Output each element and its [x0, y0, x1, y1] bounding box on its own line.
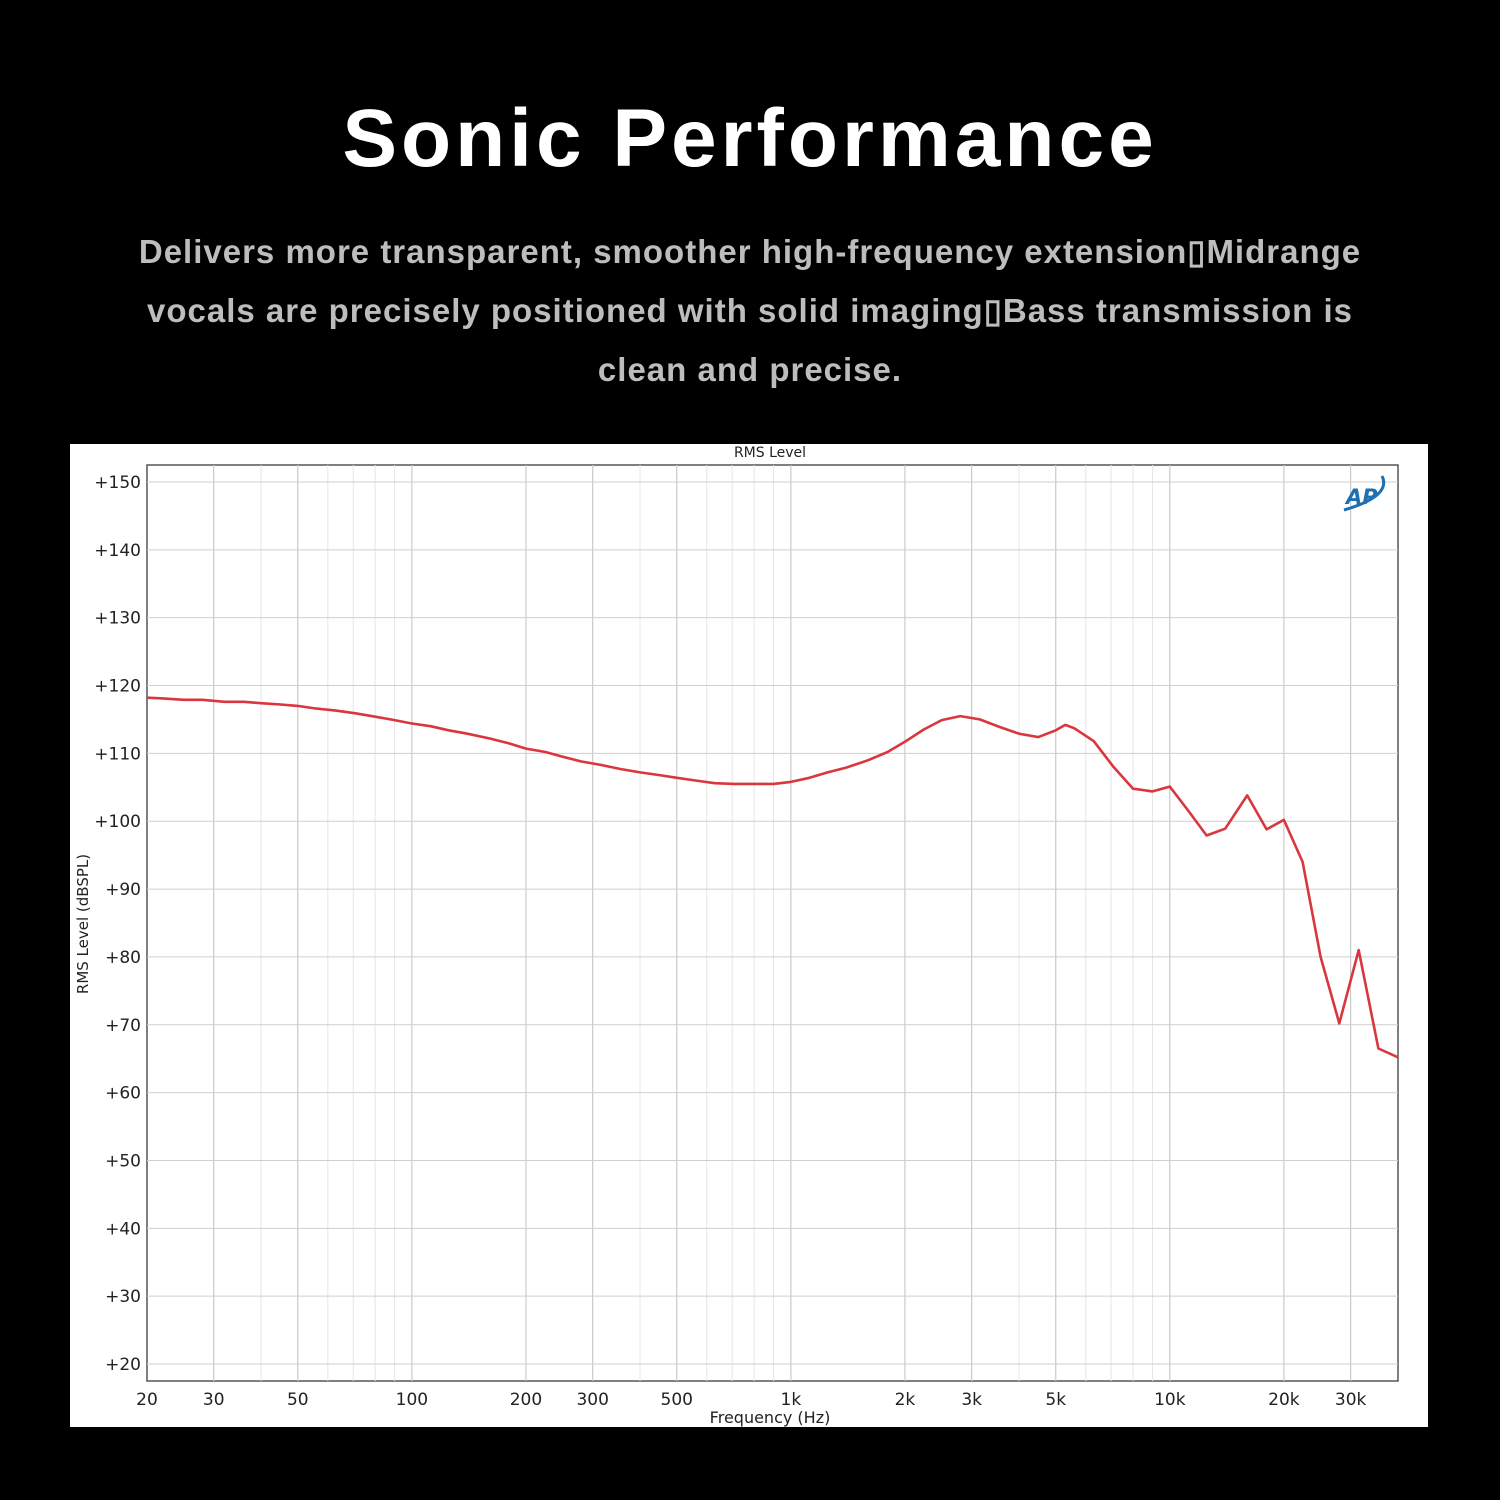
page-description: Delivers more transparent, smoother high… [138, 233, 1362, 388]
y-tick-label: +80 [105, 948, 141, 968]
ap-logo-text: AP [1344, 485, 1378, 509]
x-tick-label: 5k [1045, 1390, 1066, 1410]
y-tick-label: +100 [94, 812, 141, 832]
x-tick-label: 100 [396, 1390, 428, 1410]
y-axis-label: RMS Level (dBSPL) [74, 854, 92, 994]
x-tick-label: 1k [781, 1390, 802, 1410]
y-tick-label: +150 [94, 473, 141, 493]
y-tick-label: +70 [105, 1016, 141, 1036]
y-tick-label: +40 [105, 1219, 141, 1239]
x-tick-label: 50 [287, 1390, 309, 1410]
x-tick-label: 20k [1268, 1390, 1300, 1410]
x-tick-label: 3k [961, 1390, 982, 1410]
y-tick-label: +30 [105, 1287, 141, 1307]
y-tick-label: +110 [94, 744, 141, 764]
x-tick-label: 2k [895, 1390, 916, 1410]
chart-title: RMS Level [734, 445, 806, 461]
x-axis-ticks: 20 30 50 100 200 300 500 1k 2k 3k 5k 10k 20k 30k [136, 1390, 1366, 1410]
grid-lines [147, 465, 1398, 1381]
series-group [146, 696, 1399, 1059]
y-tick-label: +140 [94, 541, 141, 561]
x-tick-label: 200 [510, 1390, 542, 1410]
ap-logo-icon: AP [1343, 475, 1386, 512]
y-tick-label: +120 [94, 677, 141, 697]
x-tick-label: 20 [136, 1390, 158, 1410]
y-tick-label: +90 [105, 880, 141, 900]
x-tick-label: 300 [576, 1390, 608, 1410]
y-tick-label: +50 [105, 1151, 141, 1171]
chart-panel: RMS Level +150 +140 +130 +120 +110 +100 +90 +80… [70, 444, 1428, 1427]
x-axis-label: Frequency (Hz) [710, 1408, 831, 1427]
frequency-response-chart: RMS Level +150 +140 +130 +120 +110 +100 +90 +80… [74, 445, 1399, 1427]
y-tick-label: +60 [105, 1084, 141, 1104]
y-tick-label: +20 [105, 1355, 141, 1375]
y-tick-label: +130 [94, 609, 141, 629]
y-axis-ticks: +150 +140 +130 +120 +110 +100 +90 +80 +70 +60 +50 +… [94, 473, 141, 1375]
x-tick-label: 10k [1154, 1390, 1186, 1410]
page-title: Sonic Performance [342, 93, 1158, 184]
x-tick-label: 30k [1335, 1390, 1367, 1410]
x-tick-label: 500 [661, 1390, 693, 1410]
x-tick-label: 30 [203, 1390, 225, 1410]
plot-area [146, 464, 1399, 1382]
series-line [146, 696, 1399, 1059]
